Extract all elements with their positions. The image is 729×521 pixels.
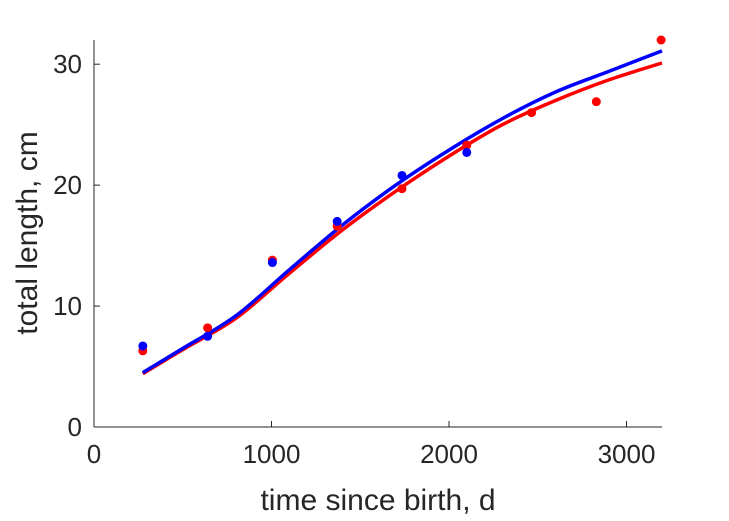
series-1-fit-line [141, 49, 663, 375]
x-tick-label: 2000 [420, 439, 478, 469]
y-tick-label: 10 [53, 291, 82, 321]
plot-area [138, 35, 666, 376]
x-tick-label: 0 [87, 439, 101, 469]
x-tick-label: 1000 [243, 439, 301, 469]
series-0-fit-line [141, 61, 663, 376]
series-1-point [397, 170, 407, 180]
x-ticks: 0 1000 2000 3000 [87, 421, 656, 469]
series-0-point [462, 140, 472, 150]
series-1-point [332, 216, 342, 226]
series-0-point [591, 97, 601, 107]
x-axis-label: time since birth, d [260, 484, 495, 517]
series-1-point [203, 331, 213, 341]
series-0-point [527, 108, 537, 118]
y-tick-label: 30 [53, 49, 82, 79]
series-0-point [656, 35, 666, 45]
y-ticks: 0 10 20 30 [53, 49, 100, 442]
axes: 0 1000 2000 3000 0 10 20 30 time since birth, … [11, 40, 662, 517]
series-1-point [462, 147, 472, 157]
y-tick-label: 0 [68, 412, 82, 442]
series-0-point [397, 184, 407, 194]
y-axis-label: total length, cm [11, 131, 44, 334]
series-0-point [203, 323, 213, 333]
y-tick-label: 20 [53, 170, 82, 200]
x-tick-label: 3000 [598, 439, 656, 469]
series-1-point [267, 258, 277, 268]
series-1-point [138, 341, 148, 351]
